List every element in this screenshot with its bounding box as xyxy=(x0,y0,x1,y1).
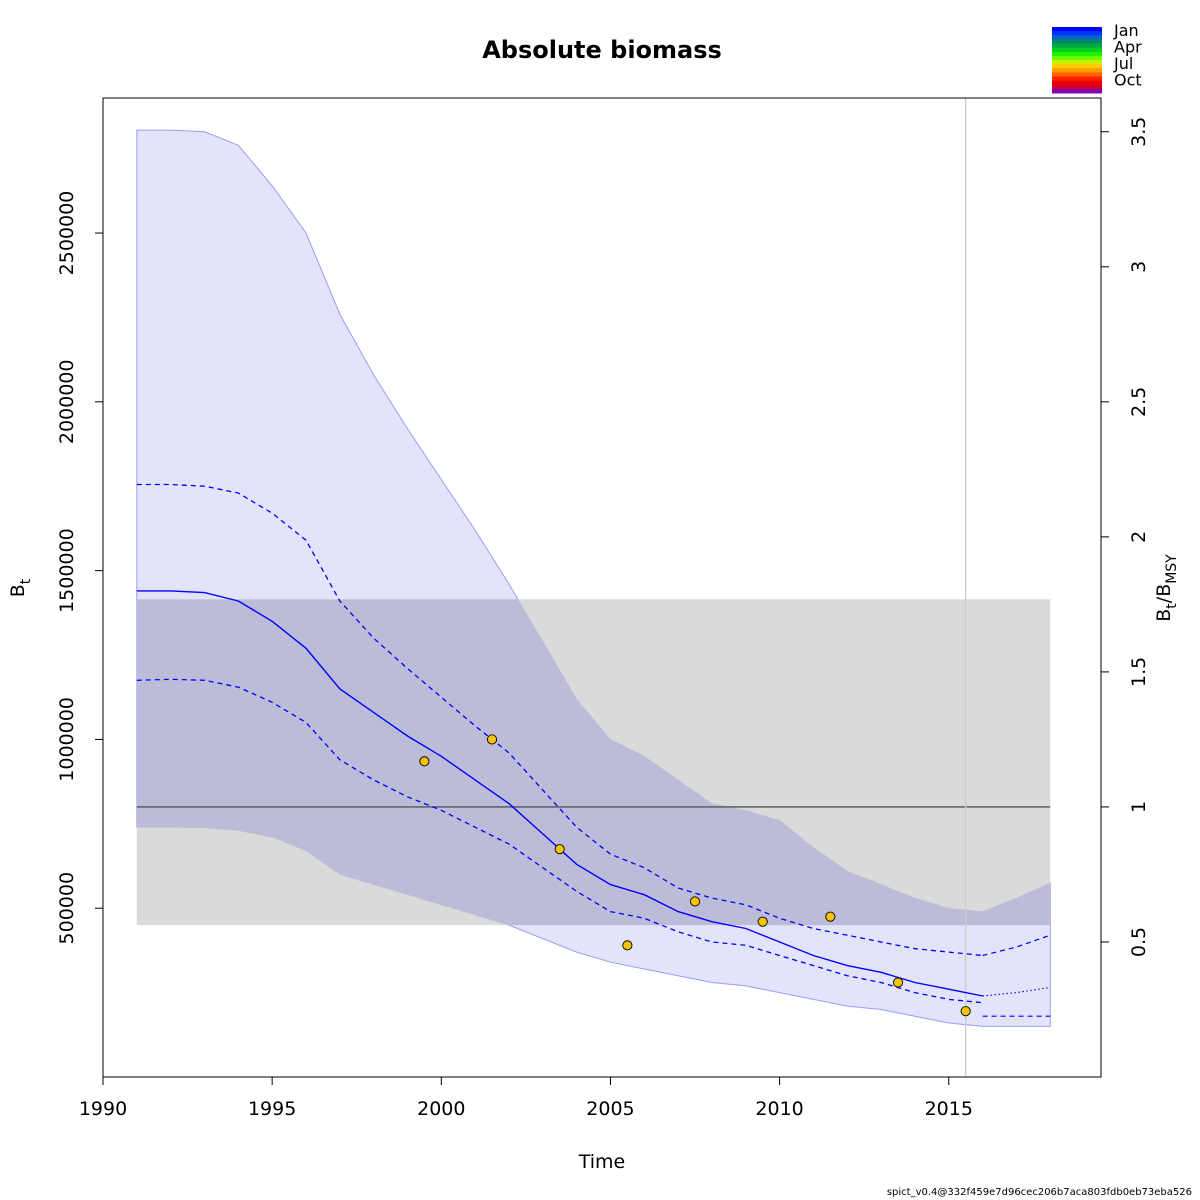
forecast-ci-upper-line xyxy=(982,934,1051,957)
x-tick-label: 2000 xyxy=(417,1098,465,1120)
season-color-swatch xyxy=(1052,47,1102,53)
x-tick-label: 2005 xyxy=(586,1098,634,1120)
observation-point xyxy=(622,940,633,951)
season-color-swatch xyxy=(1052,31,1102,36)
observation-point xyxy=(892,977,904,988)
y-tick-label: 500000 xyxy=(56,872,78,945)
x-tick-label: 2010 xyxy=(755,1098,803,1120)
observation-point xyxy=(689,896,701,907)
season-color-swatch xyxy=(1052,88,1102,94)
season-color-swatch xyxy=(1052,84,1102,90)
y-tick-label: 2000000 xyxy=(56,360,78,445)
season-color-swatch xyxy=(1052,64,1102,69)
y2-tick-label: 3 xyxy=(1128,261,1150,273)
y2-axis-label: Bt/BMSY xyxy=(1153,554,1180,622)
y2-tick-label: 1 xyxy=(1128,801,1150,813)
season-legend-label: Jan xyxy=(1113,21,1139,40)
y2-tick-label: 2 xyxy=(1128,531,1150,543)
y-axis-label: Bt xyxy=(7,578,34,597)
y-tick-label: 2500000 xyxy=(56,191,78,276)
forecast-estimate-line xyxy=(982,986,1051,997)
x-axis-label: Time xyxy=(578,1151,626,1173)
season-color-swatch xyxy=(1052,39,1102,44)
y-tick-label: 1500000 xyxy=(56,528,78,613)
ci-upper-line xyxy=(136,483,983,957)
season-color-swatch xyxy=(1052,55,1102,61)
version-footer: spict_v0.4@332f459e7d96cec206b7aca803fdb… xyxy=(886,1187,1192,1198)
x-tick-label: 1990 xyxy=(79,1098,127,1120)
y-tick-label: 1000000 xyxy=(56,697,78,782)
y2-tick-label: 1.5 xyxy=(1128,657,1150,687)
observation-point xyxy=(554,844,565,855)
season-color-swatch xyxy=(1052,80,1102,86)
season-legend-label: Jul xyxy=(1113,54,1133,73)
ci-band-overlap xyxy=(136,599,1051,926)
y2-tick-label: 2.5 xyxy=(1128,387,1150,417)
season-color-swatch xyxy=(1052,68,1102,73)
y2-tick-label: 3.5 xyxy=(1128,117,1150,147)
season-color-swatch xyxy=(1052,60,1102,65)
observation-point xyxy=(419,756,430,767)
season-color-swatch xyxy=(1052,72,1102,77)
observation-point xyxy=(960,1006,971,1017)
season-color-swatch xyxy=(1052,43,1102,49)
y2-tick-label: 0.5 xyxy=(1128,927,1150,957)
x-tick-label: 1995 xyxy=(248,1098,296,1120)
observation-point xyxy=(757,916,768,927)
season-color-swatch xyxy=(1052,76,1102,82)
observation-point xyxy=(825,911,836,922)
x-tick-label: 2015 xyxy=(925,1098,973,1120)
ci-lower-line xyxy=(136,678,983,1004)
observation-point xyxy=(487,734,498,745)
x-axis: 1990 1995 2000 2005 2010 2015 xyxy=(79,1076,973,1120)
chart-title: Absolute biomass xyxy=(482,36,722,64)
y2-axis: 0.5 1 1.5 2 2.5 3 3.5 xyxy=(1101,117,1150,957)
season-color-swatch xyxy=(1052,51,1102,57)
season-legend-label: Oct xyxy=(1114,71,1142,90)
y-axis: 500000 1000000 1500000 2000000 2500000 xyxy=(56,191,103,945)
season-legend-label: Apr xyxy=(1114,38,1142,57)
season-color-swatch xyxy=(1052,35,1102,40)
plot-area xyxy=(136,98,1051,1077)
season-color-swatch xyxy=(1052,27,1102,32)
